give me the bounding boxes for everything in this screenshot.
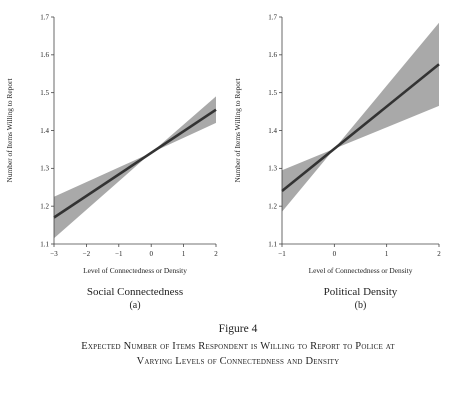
x-tick-label: −1 xyxy=(115,250,123,258)
panel-title: Social Connectedness xyxy=(87,286,183,298)
panel-title: Political Density xyxy=(324,286,398,298)
x-axis-label: Level of Connectedness or Density xyxy=(309,266,413,275)
confidence-band xyxy=(282,22,439,212)
y-tick-label: 1.1 xyxy=(40,240,49,248)
y-tick-label: 1.5 xyxy=(40,89,49,97)
x-tick-label: 1 xyxy=(385,250,389,258)
y-tick-label: 1.4 xyxy=(268,127,277,135)
y-tick-label: 1.7 xyxy=(40,13,49,21)
x-tick-label: 0 xyxy=(149,250,153,258)
panel-subtitle: (a) xyxy=(129,300,140,311)
panel-subtitle: (b) xyxy=(355,300,367,311)
y-tick-label: 1.6 xyxy=(268,51,277,59)
y-tick-label: 1.5 xyxy=(268,89,277,97)
y-axis-label: Number of Items Willing to Report xyxy=(5,78,14,183)
x-tick-label: −2 xyxy=(83,250,91,258)
caption-line-2: Varying Levels of Connectedness and Dens… xyxy=(136,356,340,367)
y-tick-label: 1.6 xyxy=(40,51,49,59)
y-tick-label: 1.1 xyxy=(268,240,277,248)
figure-caption: Expected Number of Items Respondent is W… xyxy=(10,339,466,369)
x-tick-label: −1 xyxy=(278,250,286,258)
x-tick-label: 2 xyxy=(437,250,441,258)
y-tick-label: 1.2 xyxy=(40,203,49,211)
series-line xyxy=(281,63,440,193)
x-tick-label: 2 xyxy=(214,250,218,258)
y-axis-label: Number of Items Willing to Report xyxy=(233,78,242,183)
panel-social-connectedness: 1.1 1.2 1.3 1.4 1.5 1.6 1.7 −3 −2 −1 0 1 2 Level of C… xyxy=(5,13,218,311)
series-line xyxy=(53,108,217,219)
y-tick-label: 1.3 xyxy=(40,165,49,173)
y-tick-label: 1.7 xyxy=(268,13,277,21)
x-axis-label: Level of Connectedness or Density xyxy=(83,266,187,275)
y-tick-label: 1.2 xyxy=(268,203,277,211)
confidence-band xyxy=(54,96,216,239)
figure-label: Figure 4 xyxy=(218,323,258,335)
y-tick-label: 1.4 xyxy=(40,127,49,135)
y-tick-label: 1.3 xyxy=(268,165,277,173)
x-tick-label: 1 xyxy=(182,250,186,258)
panel-political-density: 1.1 1.2 1.3 1.4 1.5 1.6 1.7 −1 0 1 2 Level of Conne… xyxy=(233,13,441,311)
x-tick-label: 0 xyxy=(333,250,337,258)
x-tick-label: −3 xyxy=(50,250,58,258)
caption-line-1: Expected Number of Items Respondent is W… xyxy=(81,341,395,352)
